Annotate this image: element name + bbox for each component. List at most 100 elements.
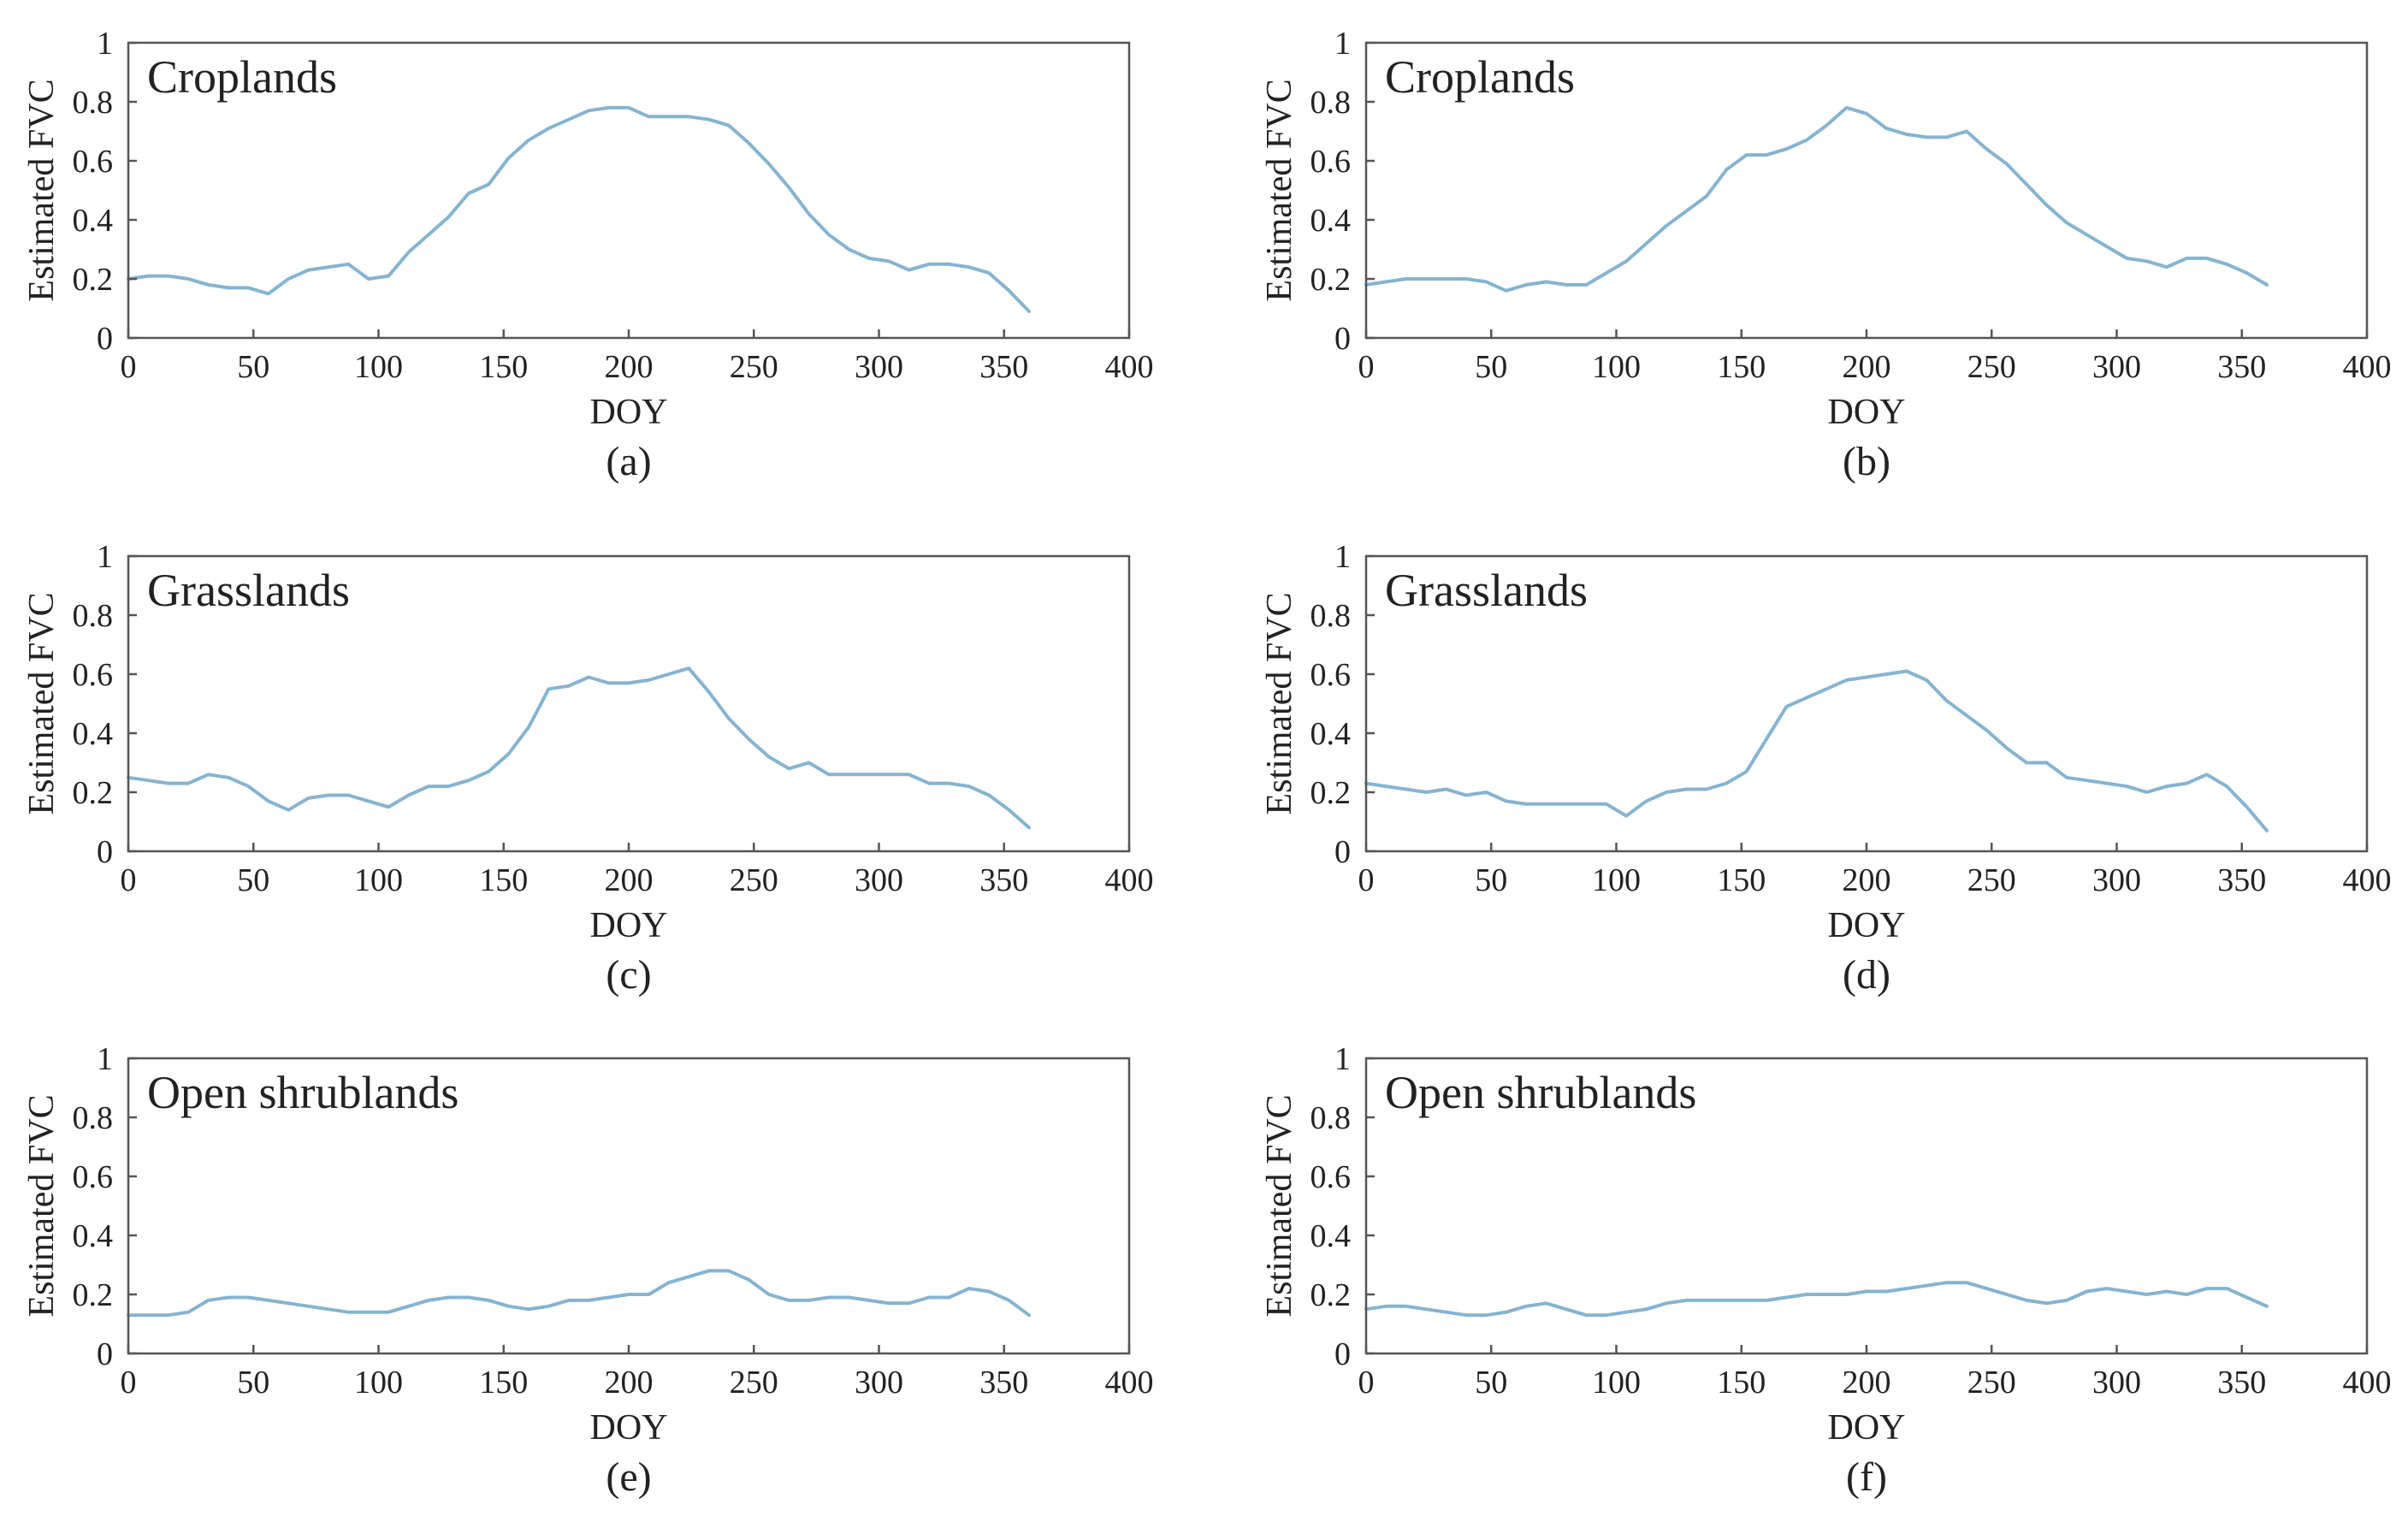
x-tick-label: 300 <box>2092 862 2141 898</box>
y-tick-label: 0.4 <box>73 716 114 752</box>
x-tick-label: 400 <box>1105 862 1154 898</box>
y-tick-label: 0.6 <box>73 657 114 693</box>
x-tick-label: 250 <box>1967 862 2016 898</box>
y-tick-label: 1 <box>97 539 113 575</box>
x-tick-label: 250 <box>1967 1365 2016 1401</box>
x-tick-label: 0 <box>1358 349 1375 385</box>
chart-title: Open shrublands <box>147 1067 459 1118</box>
chart-title: Croplands <box>1385 51 1575 103</box>
x-axis-label: DOY <box>590 906 668 945</box>
x-axis-label: DOY <box>590 1408 668 1448</box>
panel-label: (e) <box>606 1454 651 1500</box>
y-tick-label: 0.4 <box>1310 1218 1352 1254</box>
y-tick-label: 1 <box>97 1041 113 1077</box>
y-tick-label: 0.6 <box>73 144 114 180</box>
y-axis-label: Estimated FVC <box>1260 79 1299 301</box>
y-tick-label: 0.8 <box>1310 1100 1352 1136</box>
x-tick-label: 200 <box>1843 862 1891 898</box>
x-tick-label: 300 <box>2092 1365 2141 1401</box>
x-tick-label: 400 <box>1105 349 1154 385</box>
panel-label: (d) <box>1843 952 1890 998</box>
y-tick-label: 0.4 <box>73 203 114 239</box>
y-tick-label: 0.8 <box>73 85 114 121</box>
y-tick-label: 0.8 <box>1310 85 1352 121</box>
chart-panel-c: 0 50 100 150 200 250 300 350 400 0 0.2 0.4 0.6 0.8 1 Gr… <box>22 539 1154 998</box>
series-line <box>127 105 1031 313</box>
panel-label: (a) <box>606 439 651 484</box>
x-tick-label: 250 <box>730 1365 778 1401</box>
chart-panel-b: 0 50 100 150 200 250 300 350 400 0 0.2 0.4 0.6 0.8 1 Cr… <box>1260 26 2392 484</box>
x-tick-label: 350 <box>979 349 1028 385</box>
x-tick-label: 350 <box>2217 349 2266 385</box>
x-tick-label: 400 <box>2343 862 2392 898</box>
y-tick-label: 0.6 <box>1310 144 1352 180</box>
chart-title: Open shrublands <box>1385 1067 1696 1118</box>
x-tick-label: 100 <box>354 862 403 898</box>
x-tick-label: 0 <box>1358 1365 1375 1401</box>
x-tick-label: 50 <box>1475 862 1507 898</box>
x-tick-label: 200 <box>1843 1365 1891 1401</box>
x-axis-label: DOY <box>590 393 668 432</box>
y-tick-label: 0.6 <box>1310 1159 1352 1195</box>
chart-title: Croplands <box>147 51 337 103</box>
x-tick-label: 350 <box>979 1365 1028 1401</box>
chart-panel-a: 0 50 100 150 200 250 300 350 400 0 0.2 0.4 0.6 0.8 1 Cr… <box>22 26 1154 484</box>
series-line <box>127 666 1031 830</box>
x-tick-label: 150 <box>1717 349 1766 385</box>
x-tick-label: 0 <box>121 349 137 385</box>
x-tick-label: 350 <box>2217 1365 2266 1401</box>
y-tick-label: 0.2 <box>73 262 114 298</box>
x-tick-label: 250 <box>1967 349 2016 385</box>
x-tick-label: 50 <box>237 349 269 385</box>
chart-panel-d: 0 50 100 150 200 250 300 350 400 0 0.2 0.4 0.6 0.8 1 Gr… <box>1260 539 2392 998</box>
y-tick-label: 0.2 <box>1310 775 1352 811</box>
x-tick-label: 200 <box>605 1365 654 1401</box>
x-tick-label: 0 <box>121 862 137 898</box>
y-tick-label: 0.8 <box>73 598 114 634</box>
x-tick-label: 150 <box>1717 1365 1766 1401</box>
x-tick-label: 300 <box>855 349 903 385</box>
chart-panel-e: 0 50 100 150 200 250 300 350 400 0 0.2 0.4 0.6 0.8 1 Op… <box>22 1041 1154 1500</box>
x-axis-label: DOY <box>1828 906 1906 945</box>
x-tick-label: 150 <box>479 1365 528 1401</box>
x-tick-label: 100 <box>1592 1365 1641 1401</box>
series-line <box>1364 669 2269 832</box>
x-tick-label: 50 <box>1475 1365 1507 1401</box>
y-tick-label: 0.6 <box>73 1159 114 1195</box>
x-tick-label: 200 <box>605 862 654 898</box>
x-tick-label: 50 <box>237 1365 269 1401</box>
series-line <box>1364 105 2269 293</box>
x-tick-label: 300 <box>855 1365 903 1401</box>
chart-title: Grasslands <box>1385 565 1588 616</box>
y-axis-label: Estimated FVC <box>22 79 62 301</box>
chart-title: Grasslands <box>147 565 350 616</box>
x-tick-label: 300 <box>855 862 903 898</box>
x-tick-label: 100 <box>354 349 403 385</box>
x-tick-label: 50 <box>237 862 269 898</box>
y-tick-label: 1 <box>1334 539 1351 575</box>
x-tick-label: 0 <box>121 1365 137 1401</box>
x-tick-label: 250 <box>730 862 778 898</box>
x-tick-label: 50 <box>1475 349 1507 385</box>
y-tick-label: 0.8 <box>73 1100 114 1136</box>
x-axis-label: DOY <box>1828 1408 1906 1448</box>
y-tick-label: 0 <box>97 834 113 870</box>
x-tick-label: 100 <box>1592 862 1641 898</box>
y-tick-label: 1 <box>1334 26 1351 62</box>
y-axis-label: Estimated FVC <box>22 592 62 814</box>
y-axis-label: Estimated FVC <box>22 1094 62 1317</box>
y-tick-label: 1 <box>97 26 113 62</box>
x-tick-label: 150 <box>1717 862 1766 898</box>
y-tick-label: 0.2 <box>1310 262 1352 298</box>
y-tick-label: 0 <box>97 1336 113 1372</box>
x-tick-label: 100 <box>354 1365 403 1401</box>
y-tick-label: 0.8 <box>1310 598 1352 634</box>
panel-label: (b) <box>1843 439 1890 484</box>
x-tick-label: 400 <box>1105 1365 1154 1401</box>
x-tick-label: 0 <box>1358 862 1375 898</box>
y-axis-label: Estimated FVC <box>1260 1094 1299 1317</box>
chart-panel-f: 0 50 100 150 200 250 300 350 400 0 0.2 0.4 0.6 0.8 1 Op… <box>1260 1041 2392 1500</box>
y-tick-label: 0.4 <box>73 1218 114 1254</box>
y-tick-label: 0.4 <box>1310 716 1352 752</box>
